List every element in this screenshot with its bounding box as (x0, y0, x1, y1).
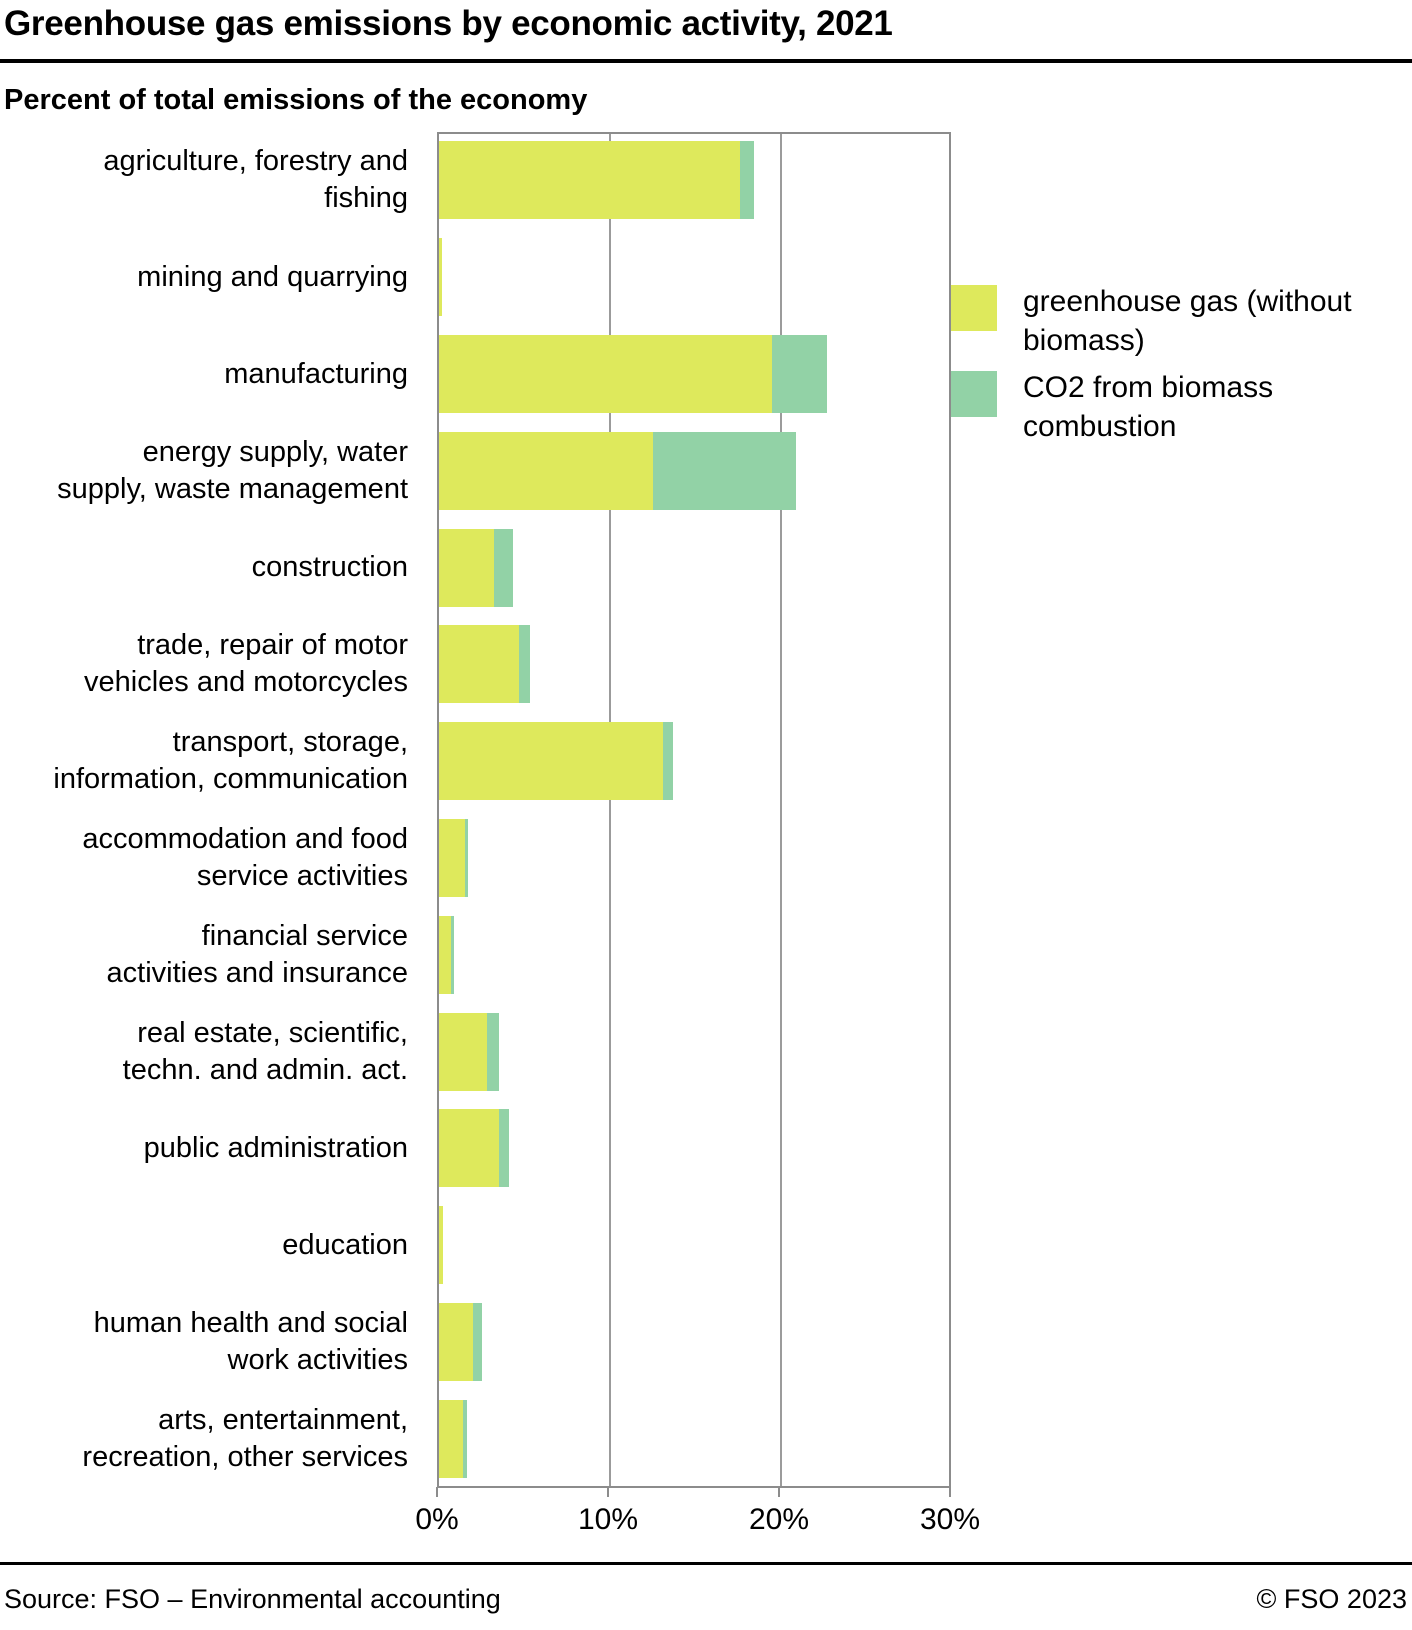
category-label: agriculture, forestry and fishing (103, 145, 408, 215)
category-label: accommodation and food service activities (82, 823, 408, 892)
legend-swatch (951, 285, 997, 331)
category-label: financial service activities and insuranc… (106, 919, 408, 989)
axis-tick (436, 1487, 438, 1497)
category-label: energy supply, water supply, waste manage… (57, 435, 408, 505)
category-label: transport, storage, information, communic… (53, 726, 408, 796)
footer-copyright: © FSO 2023 (1256, 1584, 1407, 1614)
axis-tick (778, 1487, 780, 1497)
axis-tick-label: 30% (919, 1503, 981, 1536)
category-label: arts, entertainment, recreation, other se… (82, 1403, 408, 1473)
category-label: human health and social work activities (93, 1307, 408, 1376)
category-label: manufacturing (224, 357, 408, 390)
legend-swatch (951, 371, 997, 417)
category-label: public administration (143, 1131, 408, 1164)
legend-entry: greenhouse gas (without biomass) (951, 282, 1352, 360)
gridline (609, 134, 611, 1486)
footer-source: Source: FSO – Environmental accounting (4, 1584, 501, 1614)
chart-legend: greenhouse gas (without biomass) CO2 from … (951, 282, 1352, 446)
page-title: Greenhouse gas emissions by economic act… (4, 4, 893, 43)
axis-tick (607, 1487, 609, 1497)
axis-tick-label: 10% (577, 1503, 639, 1536)
category-label: real estate, scientific, techn. and admin… (122, 1016, 408, 1086)
gridline (780, 134, 782, 1486)
legend-label: greenhouse gas (without biomass) (1023, 285, 1352, 357)
footer-divider (0, 1562, 1412, 1565)
axis-tick-label: 20% (748, 1503, 810, 1536)
title-divider (0, 59, 1412, 63)
category-label: trade, repair of motor vehicles and motor… (84, 629, 408, 699)
category-label: mining and quarrying (137, 260, 408, 293)
plot-area (437, 132, 951, 1488)
category-label: education (282, 1228, 408, 1261)
legend-label: CO2 from biomass combustion (1023, 371, 1274, 443)
axis-tick (949, 1487, 951, 1497)
chart-subtitle: Percent of total emissions of the econom… (4, 84, 588, 116)
axis-tick-label: 0% (415, 1503, 459, 1536)
category-label: construction (251, 551, 408, 584)
legend-entry: CO2 from biomass combustion (951, 368, 1352, 446)
